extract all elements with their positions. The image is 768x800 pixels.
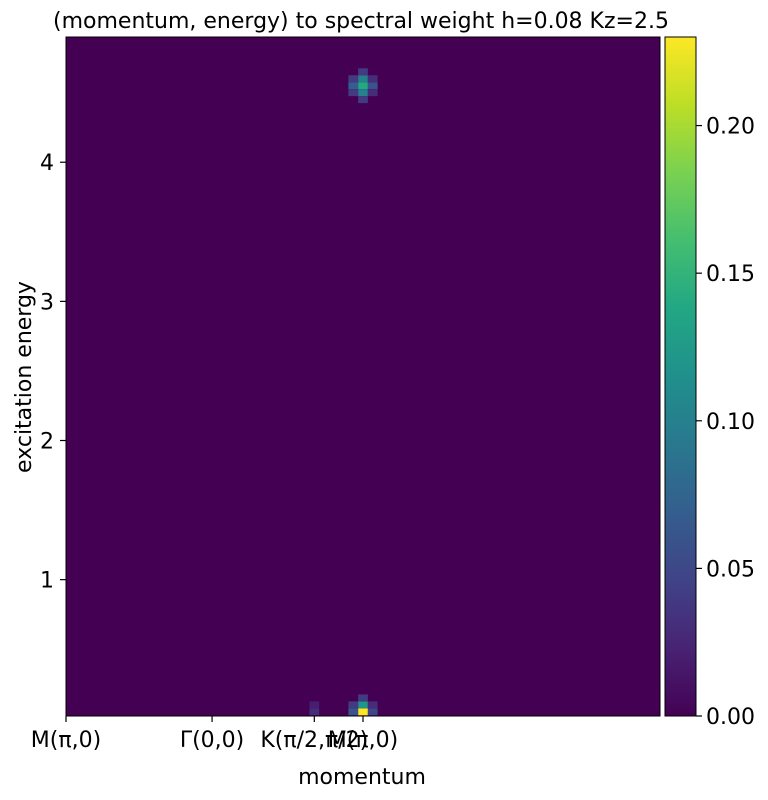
heatmap-cell bbox=[309, 701, 320, 709]
x-tick-label: K(π/2,π/2) bbox=[260, 728, 368, 753]
heatmap-cell bbox=[348, 701, 359, 709]
heatmap-cell bbox=[358, 68, 368, 76]
heatmap-cell bbox=[358, 82, 368, 90]
y-tick-label: 1 bbox=[40, 569, 54, 594]
heatmap-cell bbox=[367, 89, 378, 97]
x-axis-label: momentum bbox=[298, 765, 426, 790]
colorbar-ticks: 0.00 0.05 0.10 0.15 0.20 bbox=[696, 115, 755, 730]
heatmap-cell bbox=[358, 701, 368, 709]
y-axis-label: excitation energy bbox=[12, 281, 37, 473]
heatmap-cell bbox=[367, 701, 378, 709]
y-tick-label: 4 bbox=[40, 151, 54, 176]
heatmap-cell bbox=[358, 75, 368, 83]
colorbar-tick-label: 0.05 bbox=[706, 557, 755, 582]
heatmap-cell bbox=[367, 708, 378, 716]
chart-title: (momentum, energy) to spectral weight h=… bbox=[53, 9, 669, 34]
heatmap-cell bbox=[348, 82, 359, 90]
y-tick-label: 2 bbox=[40, 430, 54, 455]
heatmap-cell bbox=[358, 89, 368, 97]
heatmap-background bbox=[66, 37, 660, 716]
heatmap-cell bbox=[367, 82, 378, 90]
x-axis: M(π,0) Γ(0,0) K(π/2,π/2)M(π,0) bbox=[31, 716, 398, 753]
colorbar-tick-label: 0.15 bbox=[706, 262, 755, 287]
y-tick-label: 3 bbox=[40, 290, 54, 315]
x-tick-label: Γ(0,0) bbox=[180, 728, 244, 753]
heatmap-cell bbox=[309, 708, 320, 716]
heatmap-cells bbox=[309, 68, 378, 716]
heatmap-cell bbox=[348, 89, 359, 97]
heatmap-cell bbox=[367, 75, 378, 83]
colorbar-tick-label: 0.20 bbox=[706, 115, 755, 140]
colorbar-tick-label: 0.10 bbox=[706, 410, 755, 435]
x-tick-label: M(π,0) bbox=[328, 728, 398, 753]
heatmap-cell bbox=[348, 75, 359, 83]
heatmap-cell bbox=[358, 694, 368, 702]
x-tick-label: M(π,0) bbox=[31, 728, 101, 753]
heatmap-cell bbox=[348, 708, 359, 716]
colorbar: 0.00 0.05 0.10 0.15 0.20 bbox=[664, 36, 755, 730]
y-axis: 1 2 3 4 bbox=[40, 151, 66, 594]
colorbar-tick-label: 0.00 bbox=[706, 705, 755, 730]
heatmap-cell bbox=[358, 96, 368, 104]
colorbar-gradient bbox=[664, 36, 697, 717]
heatmap-cell bbox=[358, 708, 368, 716]
plot-area bbox=[65, 36, 661, 717]
